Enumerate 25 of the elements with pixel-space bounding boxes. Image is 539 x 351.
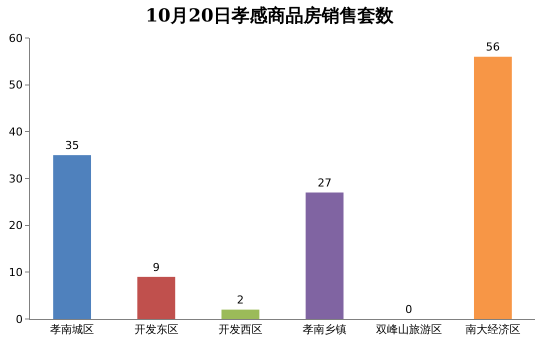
chart-title: 10月20日孝感商品房销售套数 — [145, 5, 395, 26]
data-label: 9 — [152, 260, 160, 274]
x-tick-label: 南大经济区 — [465, 323, 520, 336]
bar — [53, 155, 92, 319]
data-label: 35 — [65, 139, 80, 152]
y-tick-label: 60 — [8, 32, 23, 45]
x-tick-label: 开发西区 — [218, 323, 262, 336]
y-tick-label: 40 — [8, 126, 23, 139]
bar — [221, 310, 260, 319]
y-tick-label: 10 — [8, 266, 23, 280]
y-tick-label: 30 — [8, 172, 23, 186]
x-tick-label: 孝南城区 — [50, 323, 94, 336]
bar — [306, 192, 344, 319]
bar — [474, 56, 512, 319]
x-tick-label: 双峰山旅游区 — [376, 323, 442, 336]
x-tick-label: 孝南乡镇 — [302, 323, 347, 336]
data-label: 56 — [486, 40, 500, 54]
data-label: 0 — [405, 303, 412, 316]
y-tick-label: 0 — [16, 312, 23, 326]
y-tick-label: 20 — [8, 219, 23, 232]
data-label: 27 — [318, 176, 332, 190]
y-tick-label: 50 — [8, 78, 23, 92]
x-tick-label: 开发东区 — [134, 323, 178, 336]
data-label: 2 — [236, 294, 244, 307]
bar — [137, 276, 176, 319]
